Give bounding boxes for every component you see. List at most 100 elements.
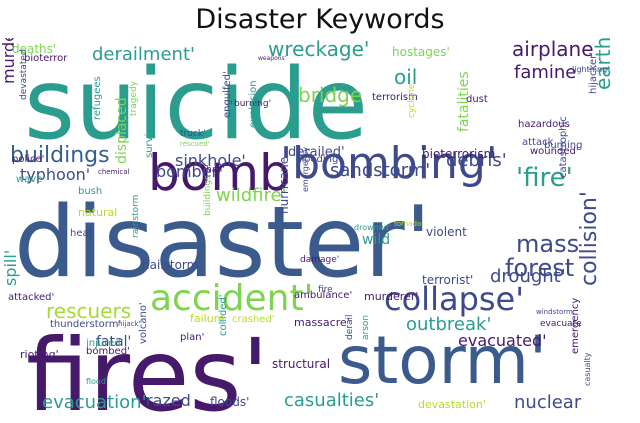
word-nuclear: nuclear: [514, 392, 582, 413]
word-emergency: emergency: [301, 147, 310, 192]
word-fire: 'fire': [516, 163, 573, 193]
word-outbreak: outbreak': [406, 314, 491, 335]
word-catastrophic: catastrophic: [558, 116, 569, 178]
word-attack: attack: [522, 137, 554, 148]
word-wounded: wounded': [530, 146, 579, 157]
word-fires: fires': [26, 317, 269, 423]
word-failure: failure: [190, 312, 225, 325]
word-typhoon: typhoon': [20, 165, 90, 184]
word-injured: injured': [86, 338, 123, 349]
word-spill: spill': [1, 250, 20, 286]
word-drowned: drowned': [354, 223, 391, 232]
word-collided: collided': [218, 294, 229, 336]
word-chemical: chemical: [98, 168, 129, 176]
word-violent: violent: [426, 225, 467, 239]
word-burning: burning: [544, 140, 582, 151]
chart-title: Disaster Keywords: [195, 4, 445, 35]
word-hijack: hijack': [118, 320, 141, 328]
word-weapons: weapons': [258, 55, 287, 62]
word-collision: collision': [577, 191, 602, 286]
word-devastation: devastation': [418, 398, 486, 411]
word-tornado: tornado: [394, 220, 421, 228]
word-evacuation: evacuation': [42, 392, 147, 413]
word-hijacker: hijacker': [588, 52, 599, 94]
word-flooding: flooding': [298, 154, 341, 165]
word-massacre: massacre': [294, 316, 350, 329]
word-damage: damage': [300, 255, 339, 265]
word-bombing: 'bombing': [280, 138, 498, 189]
word-buildings: buildings: [10, 143, 110, 168]
word-wild: wild: [362, 232, 390, 248]
word-rescuers: rescuers: [46, 299, 131, 323]
word-sandstorm: sandstorm': [330, 160, 430, 181]
word-disaster: disaster': [14, 186, 432, 300]
word-hurricane: hurricane: [277, 157, 291, 214]
word-wave: wave': [16, 174, 45, 185]
word-emergency: emergency: [570, 298, 581, 354]
word-natural: natural: [78, 206, 117, 219]
word-dust: dust: [466, 94, 488, 105]
word-thunderstorm: thunderstorm': [50, 319, 121, 330]
word-derail: derail: [345, 315, 355, 340]
word-collapse: collapse': [384, 280, 524, 318]
word-murderer: murderer': [364, 290, 418, 303]
word-floods: floods': [210, 395, 249, 409]
word-fire: fire: [318, 285, 333, 295]
word-terrorism: terrorism: [372, 92, 418, 103]
word-evacuated: evacuated': [458, 331, 547, 350]
word-heat: heat: [70, 228, 93, 239]
word-flood: flood': [86, 377, 108, 386]
word-bush: bush: [78, 186, 102, 197]
word-attacked: attacked': [8, 292, 54, 303]
word-casualty: casualty: [583, 352, 592, 386]
word-truck: truck': [180, 129, 206, 139]
word-lightning: lightning': [572, 65, 609, 74]
word-buildings: buildings: [203, 175, 213, 216]
word-arson: arson: [361, 315, 371, 340]
word-wildfire: wildfire': [216, 185, 287, 206]
word-hailstorm: hailstorm': [142, 258, 202, 272]
word-oil: oil: [394, 65, 417, 89]
word-crashed: crashed': [232, 314, 275, 325]
word-bombed: bombed': [86, 346, 130, 357]
word-volcano: volcano': [138, 302, 149, 344]
word-murder: murder: [0, 38, 18, 84]
word-earthquake: earthquake': [591, 38, 615, 90]
word-bridge: bridge: [298, 83, 362, 107]
word-refugees: refugees: [92, 76, 103, 120]
word-windstorm: windstorm: [536, 308, 573, 316]
word-debris: debris': [446, 150, 507, 171]
word-burning: burning': [234, 99, 271, 109]
word-cloud: suicide disaster' fires' storm' bomb'bombing…: [0, 38, 615, 423]
word-devastated: devastated: [19, 49, 29, 100]
word-casualties: casualties': [284, 390, 379, 411]
word-sinkhole: sinkhole': [175, 151, 246, 170]
word-terrorist: terrorist': [422, 273, 473, 287]
word-fatal: fatal': [96, 334, 131, 350]
word-displaced: displaced: [114, 97, 130, 164]
word-mass: mass: [516, 230, 579, 258]
word-bioterror: bioterror: [24, 53, 68, 64]
word-bioterrorism: bioterrorism: [422, 147, 495, 161]
word-structural: structural: [272, 357, 330, 371]
word-rainstorm: rainstorm: [131, 195, 141, 238]
word-fatalities: fatalities: [456, 71, 472, 132]
word-derailment: derailment': [92, 44, 195, 65]
word-bomber: bomber: [156, 162, 219, 181]
word-wreckage: wreckage': [268, 38, 369, 61]
word-hostages: hostages': [392, 45, 450, 59]
word-explosion: explosion: [248, 80, 259, 128]
word-rioting: rioting': [20, 348, 59, 361]
word-evacuate: evacuate: [540, 319, 582, 329]
word-famine: famine: [514, 62, 576, 83]
word-storm: storm': [338, 322, 547, 399]
word-survivors: survivors: [144, 112, 155, 158]
word-engulfed: engulfed': [222, 71, 233, 118]
word-cyclone: cyclone: [407, 83, 417, 118]
word-deaths: deaths': [12, 42, 56, 56]
word-airplane: airplane: [512, 38, 594, 61]
word-forest: forest: [505, 254, 574, 282]
word-bomb: bomb: [148, 144, 291, 202]
word-ambulance: ambulance': [294, 290, 352, 301]
word-police: police': [12, 154, 44, 165]
